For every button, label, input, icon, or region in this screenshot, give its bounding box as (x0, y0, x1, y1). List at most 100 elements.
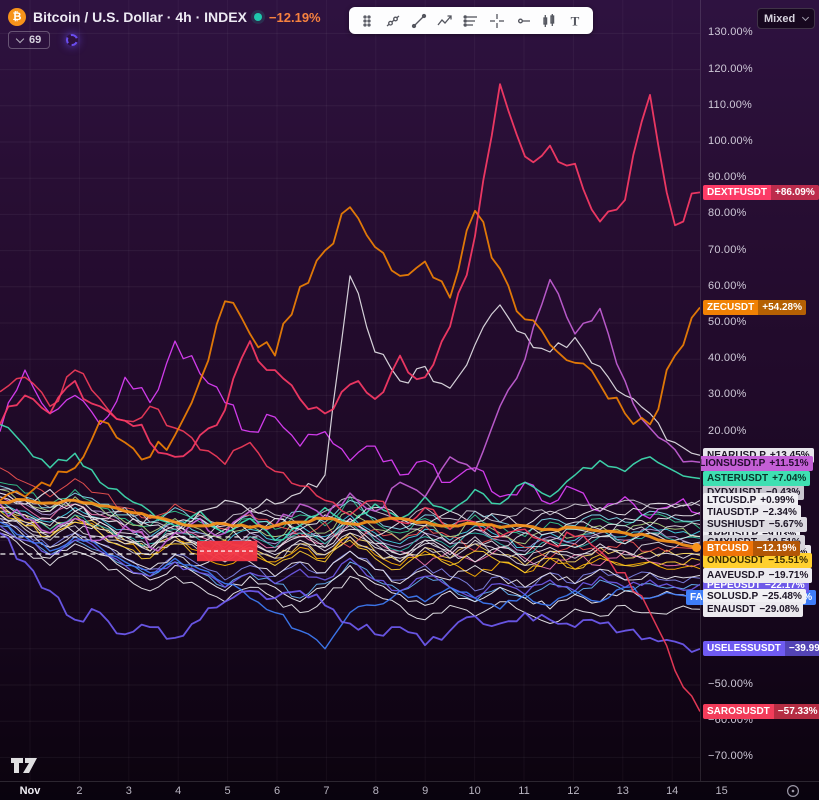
price-label-value: −25.48% (762, 590, 802, 602)
y-axis-tick: 110.00% (708, 98, 753, 111)
price-label-value: −15.51% (768, 554, 808, 566)
series-line-TIAUSDT.P[interactable] (0, 506, 701, 545)
series-line-PEPEUSDT[interactable] (0, 525, 701, 599)
price-label-TRILLIONSUSDT.P[interactable]: TRILLIONSUSDT.P+11.51% (701, 455, 813, 471)
horizontal-ray-tool-button[interactable] (510, 9, 536, 32)
price-label-ONDOUSDT[interactable]: ONDOUSDT −15.51% (703, 552, 812, 568)
trend-line-tool-button[interactable] (406, 9, 432, 32)
series-line-ZECUSDT[interactable] (0, 206, 701, 502)
x-axis-tick: 8 (372, 785, 379, 797)
scale-mode-dropdown[interactable]: Mixed (757, 8, 815, 29)
x-axis-tick: 4 (175, 785, 182, 797)
price-label-DEXTFUSDT[interactable]: DEXTFUSDT +86.09% (703, 184, 819, 200)
chart-legend: ₿ Bitcoin / U.S. Dollar · 4h · INDEX −12… (8, 8, 321, 26)
price-label-symbol: TRILLIONSUSDT.P (701, 457, 766, 469)
price-label-SOLUSD.P[interactable]: SOLUSD.P −25.48% (703, 588, 806, 604)
cross-line-tool-button[interactable] (380, 9, 406, 32)
x-axis-tick: 10 (468, 785, 481, 797)
price-label-ZECUSDT[interactable]: ZECUSDT +54.28% (703, 300, 806, 315)
price-label-symbol: XRPUSD.P (707, 527, 758, 542)
series-line-XRPUSD.P[interactable] (0, 514, 701, 563)
series-line-DEXTFUSDT[interactable] (0, 83, 701, 458)
price-chart[interactable] (0, 0, 723, 786)
x-axis-tick: 15 (715, 785, 728, 797)
price-label-symbol: NEARUSD.P (707, 448, 766, 463)
series-line-TRILLIONSUSDT.P[interactable] (0, 278, 701, 552)
x-axis-tick: 9 (422, 785, 429, 797)
crosshair-tool-icon (490, 13, 504, 28)
price-label-BTCUSD[interactable]: BTCUSD −12.19% (703, 540, 801, 556)
price-scale[interactable]: 130.00% 120.00% 110.00% 100.00% 90.00% 80.00%… (700, 0, 819, 781)
price-label-value: +11.51% (769, 457, 809, 469)
price-label-SUSHIUSDT[interactable]: SUSHIUSDT −5.67% (703, 517, 807, 533)
price-label-value: +0.99% (760, 494, 795, 506)
series-line-SOLUSD.P[interactable] (0, 528, 701, 610)
parallel-lines-tool-button[interactable] (458, 9, 484, 32)
drawing-toolbar[interactable]: T (349, 7, 593, 34)
price-label-LTCUSD.P[interactable]: LTCUSD.P +0.99% (703, 492, 799, 508)
price-label-value: −57.33% (773, 704, 819, 720)
chevron-down-icon (801, 13, 810, 22)
clock-icon[interactable] (786, 784, 800, 800)
price-label-symbol: ZECUSDT (707, 302, 755, 313)
series-line-USELESSUSDT[interactable] (0, 532, 701, 653)
series-line-unlabeled-8[interactable] (0, 340, 701, 520)
price-label-TIAUSDT.P[interactable]: TIAUSDT.P −2.34% (703, 504, 801, 520)
toolbar-drag-handle[interactable] (354, 9, 380, 32)
x-axis-tick: 12 (567, 785, 580, 797)
y-axis-tick: 100.00% (708, 135, 753, 147)
price-label-symbol: TIAUSDT.P (707, 506, 759, 518)
horizontal-ray-tool-icon (518, 18, 530, 23)
price-label-value: −5.67% (768, 519, 803, 531)
price-label-symbol: AAVEUSD.P (707, 569, 765, 581)
text-tool-icon: T (571, 13, 580, 28)
time-axis[interactable]: Nov 2 3 4 5 6 7 8 9 10 11 12 13 14 15 (0, 781, 819, 800)
series-line-BTCUSD[interactable] (0, 498, 701, 550)
price-label-value: +86.09% (771, 184, 819, 200)
price-label-ASTERUSDT[interactable]: ASTERUSDT +7.04% (703, 471, 811, 486)
series-line-ONDOUSDT[interactable] (0, 510, 701, 574)
series-line-LTCUSD.P[interactable] (0, 492, 701, 534)
series-line-NEARUSD.P[interactable] (0, 275, 701, 527)
symbol-change-label: −12.19% (268, 9, 321, 25)
crosshair-tool-button[interactable] (484, 9, 510, 32)
price-label-value: −19.71% (768, 569, 809, 581)
polyline-tool-icon (437, 14, 452, 25)
y-axis-tick: 20.00% (708, 424, 747, 437)
scale-mode-label: Mixed (764, 12, 796, 25)
series-line-GMXUSDT[interactable] (0, 518, 701, 566)
red-box-drawing[interactable] (197, 540, 258, 562)
series-line-ENAUSDT[interactable] (0, 532, 701, 624)
series-line-unlabeled-10[interactable] (0, 489, 701, 545)
y-axis-tick: 90.00% (708, 171, 747, 184)
price-label-SAROSUSDT[interactable]: SAROSUSDT −57.33% (703, 704, 819, 720)
y-axis-tick: −50.00% (708, 678, 754, 690)
parallel-lines-tool-icon (463, 14, 477, 27)
price-label-USELESSUSDT[interactable]: USELESSUSDT−39.99% (703, 641, 819, 657)
bars-pattern-tool-button[interactable] (536, 9, 562, 32)
price-label-value: −0.43% (766, 485, 800, 500)
price-label-ENAUSDT[interactable]: ENAUSDT −29.08% (703, 601, 804, 617)
price-label-value: −9.03% (762, 527, 796, 542)
price-label-value: +54.28% (758, 300, 806, 315)
x-axis-tick: 7 (323, 785, 330, 797)
market-status-icon[interactable] (253, 13, 262, 21)
polyline-tool-button[interactable] (432, 9, 458, 32)
series-line-unlabeled-12[interactable] (0, 525, 701, 603)
text-tool-button[interactable]: T (562, 9, 588, 32)
chevron-down-icon (15, 34, 25, 43)
compare-count-button[interactable]: 69 (8, 31, 51, 49)
tradingview-logo[interactable] (10, 757, 38, 779)
price-label-symbol: DYDXUSDT (707, 485, 762, 500)
price-label-value: −2.34% (762, 506, 797, 518)
series-line-FARTCOINUSDT[interactable] (0, 521, 701, 650)
series-line-unlabeled-7[interactable] (0, 485, 701, 534)
price-label-AAVEUSD.P[interactable]: AAVEUSD.P −19.71% (703, 567, 813, 583)
x-axis-tick: Nov (19, 785, 41, 797)
series-line-ASTERUSDT[interactable] (0, 423, 701, 541)
series-line-AAVEUSD.P[interactable] (0, 521, 701, 588)
price-label-value: +7.04% (772, 473, 807, 484)
y-axis-tick: 70.00% (708, 243, 747, 256)
symbol-title[interactable]: Bitcoin / U.S. Dollar · 4h · INDEX (33, 9, 247, 25)
